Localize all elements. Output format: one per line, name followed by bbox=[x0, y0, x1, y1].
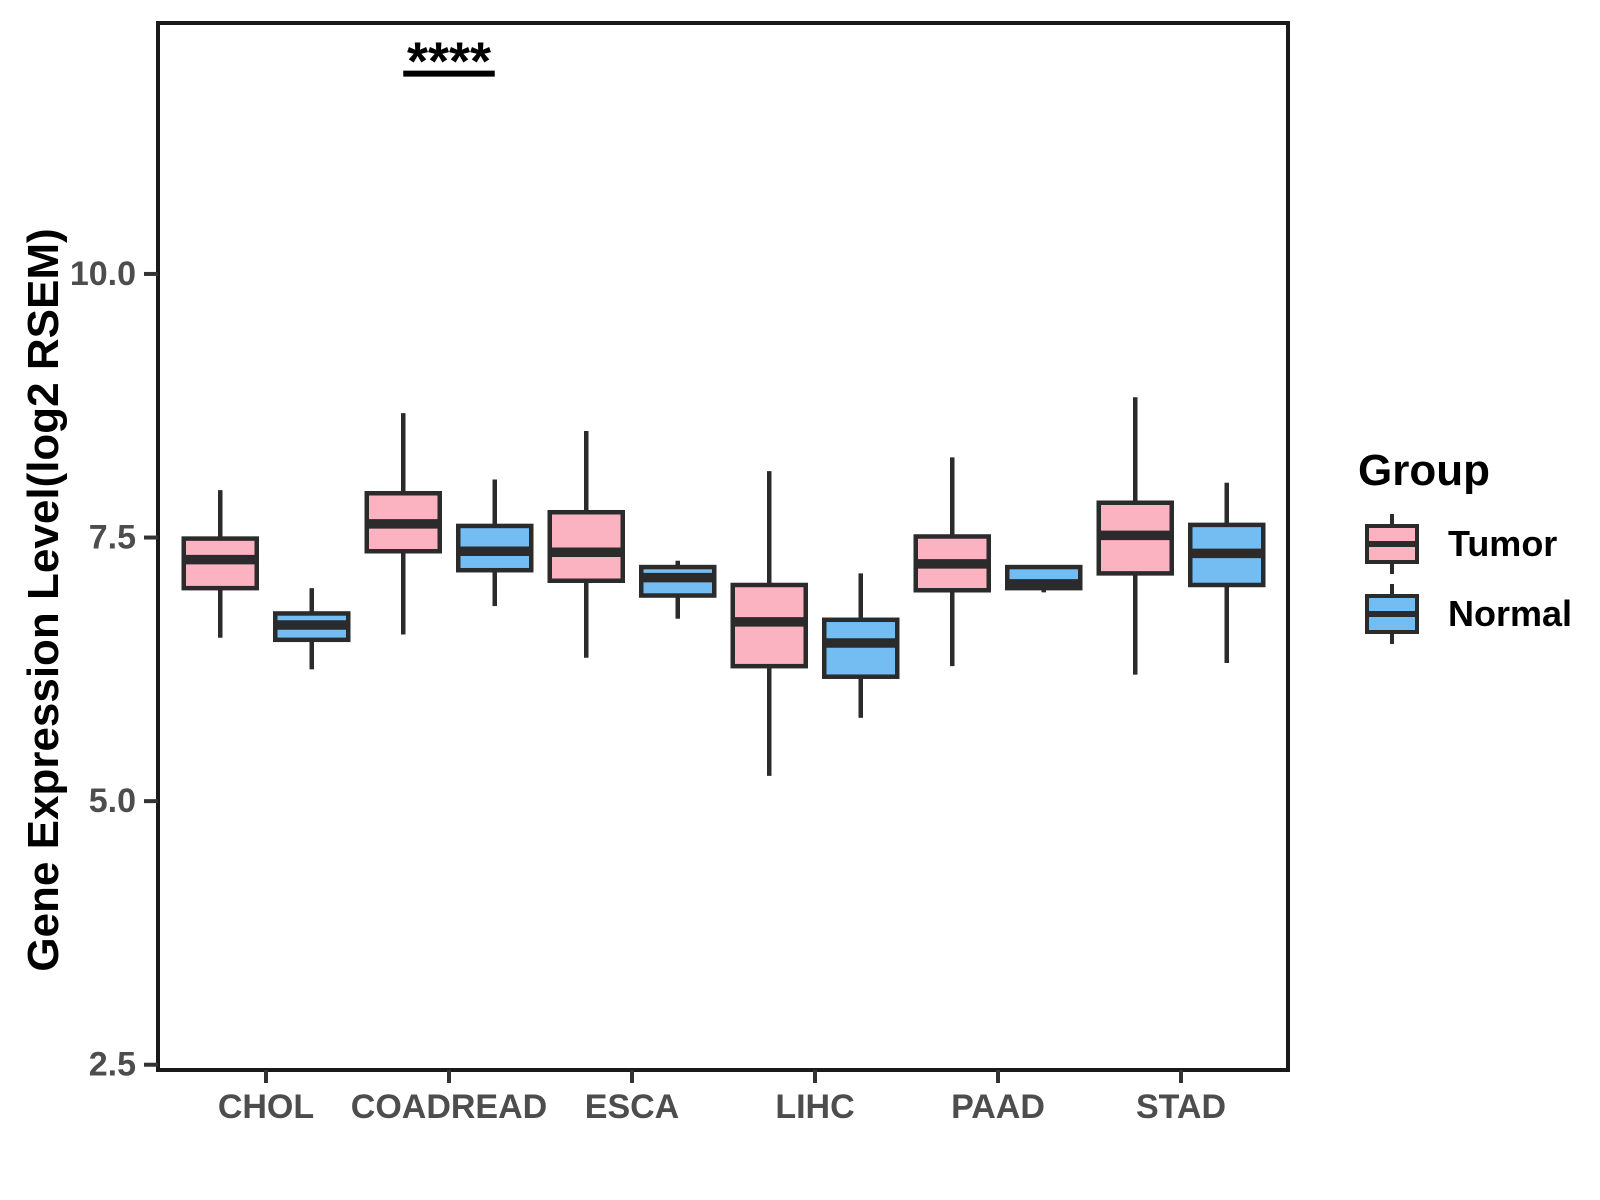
box-tumor-esca bbox=[547, 509, 625, 584]
y-tick-label: 10.0 bbox=[70, 255, 136, 293]
significance-stars-coadread: **** bbox=[407, 32, 491, 92]
x-tick-label-lihc: LIHC bbox=[775, 1088, 854, 1126]
x-tick-label-paad: PAAD bbox=[951, 1088, 1045, 1126]
legend: Group Tumor Normal bbox=[1330, 446, 1590, 652]
legend-entry-tumor: Tumor bbox=[1364, 512, 1590, 576]
legend-label-normal: Normal bbox=[1448, 593, 1573, 634]
x-tick-label-chol: CHOL bbox=[218, 1088, 314, 1126]
normal-legend-key-icon bbox=[1365, 584, 1419, 644]
legend-entries: Tumor Normal bbox=[1330, 512, 1590, 646]
box-normal-lihc bbox=[822, 617, 900, 679]
plot-panel-border bbox=[156, 21, 1290, 1072]
y-tick-label: 7.5 bbox=[89, 519, 136, 557]
y-tick-label: 5.0 bbox=[89, 782, 136, 820]
x-tick-label-coadread: COADREAD bbox=[351, 1088, 547, 1126]
y-tick-label: 2.5 bbox=[89, 1046, 136, 1084]
tumor-legend-key-icon bbox=[1365, 514, 1419, 574]
y-axis-title: Gene Expression Level(log2 RSEM) bbox=[19, 228, 68, 972]
legend-title: Group bbox=[1358, 446, 1490, 495]
legend-label-tumor: Tumor bbox=[1448, 523, 1558, 564]
x-tick-label-esca: ESCA bbox=[585, 1088, 679, 1126]
legend-entry-normal: Normal bbox=[1364, 582, 1590, 646]
x-tick-label-stad: STAD bbox=[1136, 1088, 1226, 1126]
